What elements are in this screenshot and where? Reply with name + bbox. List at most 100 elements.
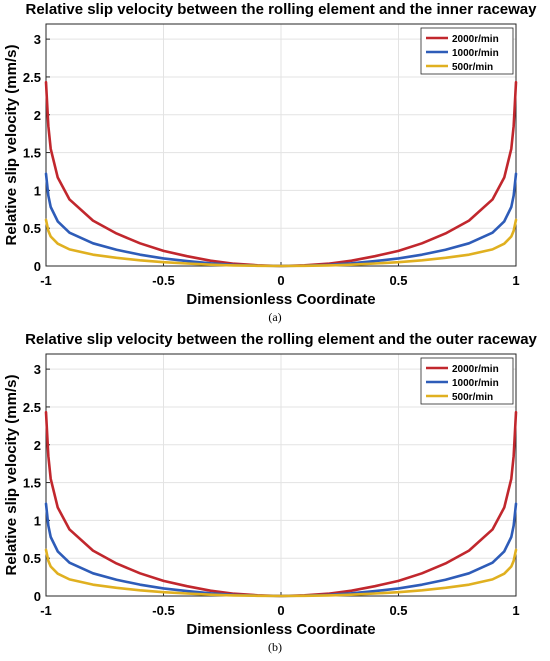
data-point-500r/min: [47, 230, 49, 232]
data-point-500r/min: [50, 565, 52, 568]
x-tick-label: 1: [512, 273, 519, 288]
data-point-500r/min: [397, 261, 400, 263]
data-point-500r/min: [421, 589, 423, 591]
data-point-500r/min: [491, 248, 494, 250]
data-point-500r/min: [280, 595, 282, 597]
x-tick-label: 0.5: [389, 273, 407, 288]
data-point-1000r/min: [47, 525, 49, 527]
data-point-1000r/min: [513, 195, 515, 197]
data-point-2000r/min: [374, 255, 376, 257]
x-tick-label: -0.5: [152, 603, 174, 618]
data-point-500r/min: [162, 591, 165, 593]
data-point-500r/min: [162, 261, 165, 263]
data-point-2000r/min: [468, 220, 470, 222]
data-point-500r/min: [47, 560, 49, 562]
panel-b: Relative slip velocity between the rolli…: [3, 331, 538, 654]
x-tick-label: 0: [277, 273, 284, 288]
data-point-500r/min: [115, 257, 118, 259]
x-tick-label: -1: [40, 603, 52, 618]
data-point-500r/min: [350, 264, 353, 266]
y-tick-label: 2.5: [23, 400, 41, 415]
data-point-2000r/min: [186, 255, 188, 257]
data-point-1000r/min: [186, 590, 188, 592]
data-point-2000r/min: [374, 585, 376, 587]
data-point-2000r/min: [421, 572, 423, 574]
data-point-500r/min: [68, 248, 71, 250]
data-point-500r/min: [468, 254, 470, 256]
data-point-500r/min: [374, 262, 376, 265]
data-point-1000r/min: [57, 220, 59, 222]
data-point-500r/min: [350, 594, 353, 596]
data-point-1000r/min: [444, 249, 447, 251]
x-tick-label: 1: [512, 603, 519, 618]
data-point-500r/min: [256, 595, 259, 597]
data-point-2000r/min: [162, 250, 165, 252]
data-point-1000r/min: [491, 562, 494, 564]
data-point-500r/min: [57, 243, 59, 245]
data-point-1000r/min: [186, 260, 188, 262]
data-point-1000r/min: [397, 587, 400, 590]
x-tick-label: -1: [40, 273, 52, 288]
data-point-1000r/min: [92, 242, 94, 244]
data-point-2000r/min: [162, 580, 165, 582]
data-point-500r/min: [233, 264, 235, 266]
data-point-500r/min: [186, 592, 188, 595]
legend-label: 1000r/min: [452, 48, 499, 59]
data-point-1000r/min: [45, 503, 47, 505]
data-point-2000r/min: [510, 478, 512, 480]
data-point-500r/min: [139, 589, 141, 591]
data-point-2000r/min: [397, 250, 400, 252]
data-point-500r/min: [421, 259, 423, 261]
data-point-1000r/min: [45, 173, 47, 175]
data-point-1000r/min: [57, 550, 59, 552]
y-axis-label: Relative slip velocity (mm/s): [3, 375, 20, 576]
data-point-1000r/min: [47, 195, 49, 197]
y-tick-label: 3: [34, 32, 41, 47]
data-point-2000r/min: [47, 125, 49, 127]
data-point-2000r/min: [491, 528, 494, 531]
data-point-2000r/min: [503, 506, 505, 509]
data-point-500r/min: [92, 584, 94, 586]
data-point-500r/min: [280, 265, 282, 267]
x-tick-label: -0.5: [152, 273, 174, 288]
data-point-500r/min: [186, 262, 188, 265]
data-point-2000r/min: [115, 232, 118, 235]
data-point-2000r/min: [45, 81, 47, 83]
data-point-1000r/min: [139, 254, 141, 256]
data-point-500r/min: [57, 573, 59, 575]
data-point-2000r/min: [139, 572, 141, 574]
data-point-2000r/min: [186, 585, 188, 587]
data-point-500r/min: [68, 578, 71, 580]
y-tick-label: 2: [34, 438, 41, 453]
y-axis-label: Relative slip velocity (mm/s): [3, 45, 20, 246]
data-point-500r/min: [45, 549, 47, 551]
data-point-500r/min: [233, 594, 235, 596]
chart-title: Relative slip velocity between the rolli…: [25, 331, 537, 348]
data-point-1000r/min: [139, 584, 141, 586]
data-point-1000r/min: [444, 579, 447, 581]
x-axis-label: Dimensionless Coordinate: [186, 621, 375, 638]
data-point-2000r/min: [350, 260, 353, 262]
y-tick-label: 2: [34, 108, 41, 123]
data-point-2000r/min: [513, 125, 515, 127]
data-point-2000r/min: [397, 580, 400, 582]
y-tick-label: 0.5: [23, 221, 41, 236]
data-point-500r/min: [444, 587, 447, 589]
data-point-500r/min: [510, 235, 512, 238]
data-point-500r/min: [468, 584, 470, 586]
y-tick-label: 1.5: [23, 146, 41, 161]
data-point-2000r/min: [92, 220, 94, 222]
data-point-1000r/min: [510, 536, 512, 538]
data-point-500r/min: [303, 265, 306, 267]
data-point-1000r/min: [50, 536, 52, 538]
data-point-1000r/min: [515, 173, 517, 175]
data-point-1000r/min: [421, 584, 423, 586]
x-axis-label: Dimensionless Coordinate: [186, 291, 375, 308]
data-point-1000r/min: [162, 257, 165, 260]
y-tick-label: 0: [34, 589, 41, 604]
data-point-2000r/min: [139, 242, 141, 244]
data-point-500r/min: [513, 230, 515, 232]
legend-label: 1000r/min: [452, 378, 499, 389]
data-point-1000r/min: [513, 525, 515, 527]
